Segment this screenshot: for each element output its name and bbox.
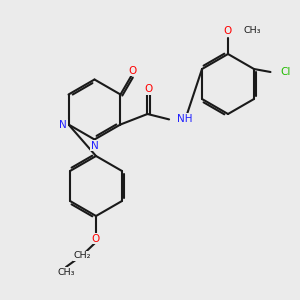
Text: O: O: [145, 84, 153, 94]
Text: NH: NH: [178, 113, 193, 124]
Text: O: O: [92, 233, 100, 244]
Text: O: O: [224, 26, 232, 36]
Text: CH₂: CH₂: [74, 251, 91, 260]
Text: CH₃: CH₃: [57, 268, 75, 277]
Text: CH₃: CH₃: [243, 26, 260, 35]
Text: Cl: Cl: [280, 67, 290, 77]
Text: O: O: [128, 65, 136, 76]
Text: N: N: [59, 119, 67, 130]
Text: N: N: [91, 140, 98, 151]
